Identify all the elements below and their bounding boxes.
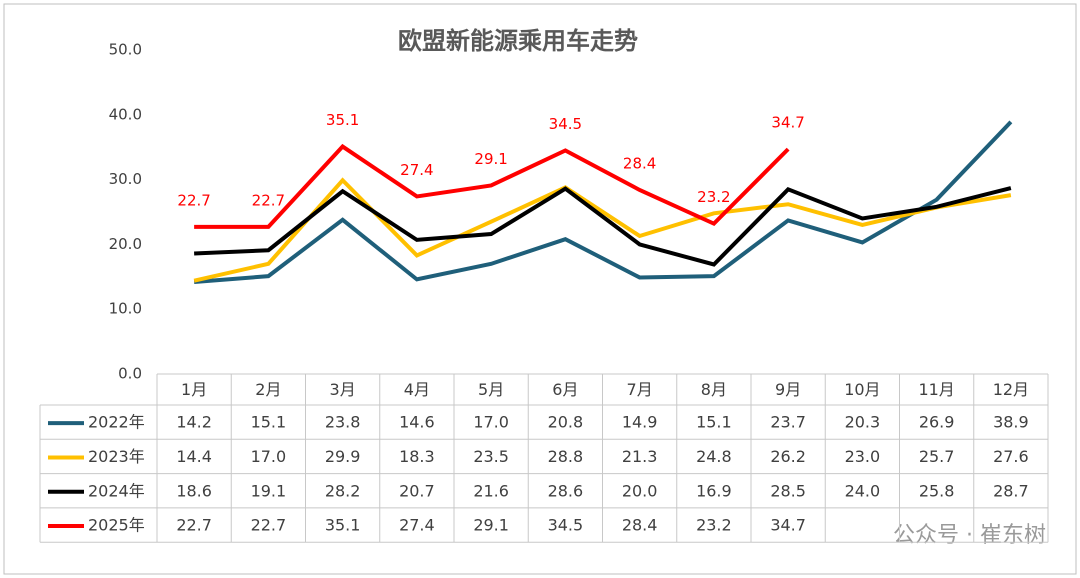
x-tick-label: 11月 bbox=[918, 380, 954, 399]
table-cell: 28.4 bbox=[622, 516, 658, 535]
legend-label: 2024年 bbox=[88, 481, 145, 500]
data-label: 22.7 bbox=[252, 191, 285, 209]
watermark: 公众号 · 崔东树 bbox=[893, 523, 1046, 548]
table-cell: 34.5 bbox=[548, 516, 584, 535]
x-tick-label: 12月 bbox=[993, 380, 1029, 399]
table-cell: 19.1 bbox=[251, 481, 287, 500]
series-line bbox=[193, 177, 1012, 283]
table-cell: 28.2 bbox=[325, 481, 361, 500]
table-cell: 14.9 bbox=[622, 413, 658, 432]
x-tick-label: 8月 bbox=[701, 380, 727, 399]
legend-label: 2022年 bbox=[88, 413, 145, 432]
table-cell: 34.7 bbox=[770, 516, 806, 535]
table-cell: 29.1 bbox=[473, 516, 509, 535]
data-label: 34.7 bbox=[771, 114, 804, 132]
table-cell: 14.6 bbox=[399, 413, 435, 432]
data-label: 22.7 bbox=[177, 191, 210, 209]
table-cell: 20.0 bbox=[622, 481, 658, 500]
y-tick-label: 40.0 bbox=[109, 105, 142, 123]
table-cell: 28.7 bbox=[993, 481, 1029, 500]
table-cell: 17.0 bbox=[473, 413, 509, 432]
table-cell: 20.7 bbox=[399, 481, 435, 500]
data-label: 27.4 bbox=[400, 161, 433, 179]
table-cell: 27.4 bbox=[399, 516, 435, 535]
table-cell: 15.1 bbox=[696, 413, 732, 432]
data-label: 35.1 bbox=[326, 111, 359, 129]
table-cell: 18.3 bbox=[399, 447, 435, 466]
table-cell: 29.9 bbox=[325, 447, 361, 466]
series-line bbox=[194, 186, 1012, 267]
chart-border bbox=[3, 3, 1077, 575]
table-cell: 15.1 bbox=[251, 413, 287, 432]
table-cell: 35.1 bbox=[325, 516, 361, 535]
table-cell: 27.6 bbox=[993, 447, 1029, 466]
table-cell: 23.5 bbox=[473, 447, 509, 466]
table-cell: 17.0 bbox=[251, 447, 287, 466]
table-cell: 38.9 bbox=[993, 413, 1029, 432]
table-cell: 21.6 bbox=[473, 481, 509, 500]
y-tick-label: 50.0 bbox=[109, 41, 142, 59]
x-tick-label: 7月 bbox=[627, 380, 653, 399]
data-label: 29.1 bbox=[474, 150, 507, 168]
table-cell: 22.7 bbox=[251, 516, 287, 535]
table-cell: 20.8 bbox=[548, 413, 584, 432]
table-cell: 26.9 bbox=[919, 413, 955, 432]
table-cell: 23.0 bbox=[845, 447, 881, 466]
table-cell: 23.7 bbox=[770, 413, 806, 432]
chart-title: 欧盟新能源乘用车走势 bbox=[398, 27, 638, 55]
x-tick-label: 5月 bbox=[478, 380, 504, 399]
y-tick-label: 0.0 bbox=[118, 365, 142, 383]
table-cell: 24.8 bbox=[696, 447, 732, 466]
x-tick-label: 6月 bbox=[552, 380, 578, 399]
series-line bbox=[194, 143, 790, 229]
x-tick-label: 9月 bbox=[775, 380, 801, 399]
table-cell: 22.7 bbox=[176, 516, 212, 535]
table-cell: 14.2 bbox=[176, 413, 212, 432]
table-cell: 16.9 bbox=[696, 481, 732, 500]
data-label: 23.2 bbox=[697, 188, 730, 206]
x-tick-label: 2月 bbox=[255, 380, 281, 399]
table-cell: 20.3 bbox=[845, 413, 881, 432]
table-cell: 28.6 bbox=[548, 481, 584, 500]
x-tick-label: 4月 bbox=[404, 380, 430, 399]
table-cell: 28.5 bbox=[770, 481, 806, 500]
table-cell: 28.8 bbox=[548, 447, 584, 466]
y-tick-label: 10.0 bbox=[109, 300, 142, 318]
series-line bbox=[193, 120, 1013, 284]
y-tick-label: 30.0 bbox=[109, 170, 142, 188]
table-cell: 23.2 bbox=[696, 516, 732, 535]
table-cell: 25.7 bbox=[919, 447, 955, 466]
table-cell: 18.6 bbox=[176, 481, 212, 500]
table-cell: 14.4 bbox=[176, 447, 212, 466]
y-tick-label: 20.0 bbox=[109, 235, 142, 253]
table-cell: 26.2 bbox=[770, 447, 806, 466]
x-tick-label: 1月 bbox=[181, 380, 207, 399]
table-cell: 23.8 bbox=[325, 413, 361, 432]
table-cell: 24.0 bbox=[845, 481, 881, 500]
legend-label: 2023年 bbox=[88, 447, 145, 466]
x-tick-label: 3月 bbox=[330, 380, 356, 399]
data-label: 34.5 bbox=[549, 115, 582, 133]
legend-label: 2025年 bbox=[88, 516, 145, 535]
table-cell: 21.3 bbox=[622, 447, 658, 466]
x-tick-label: 10月 bbox=[844, 380, 880, 399]
data-label: 28.4 bbox=[623, 154, 656, 172]
table-cell: 25.8 bbox=[919, 481, 955, 500]
